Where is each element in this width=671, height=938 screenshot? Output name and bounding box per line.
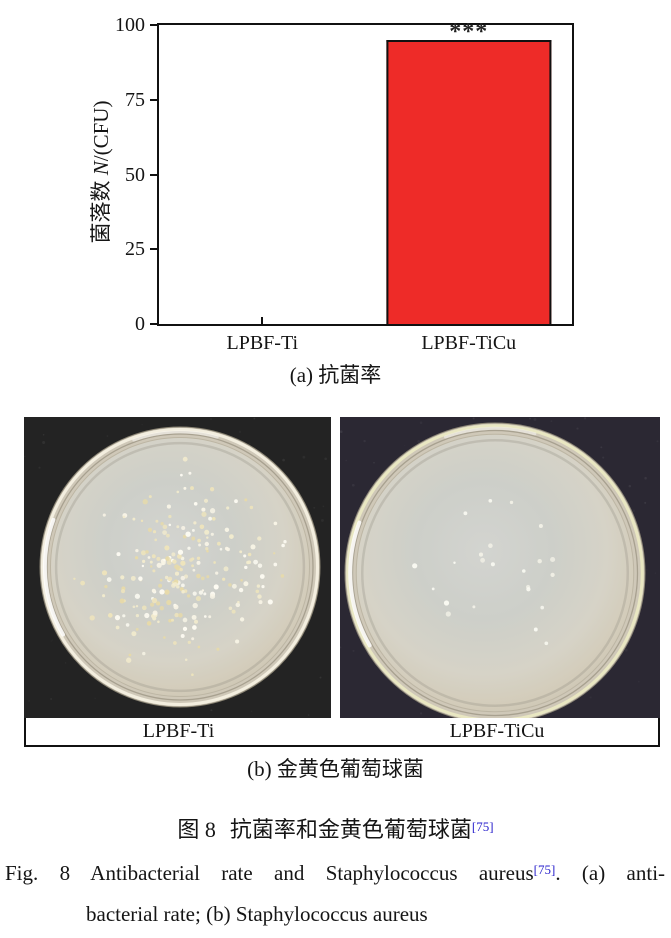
figure-caption-en-tail: . (a) anti- (555, 861, 666, 885)
figure-caption-en-line1: Fig. 8 Antibacterial rate and Staphyloco… (5, 861, 665, 886)
petri-dish-lpbf-ticu (340, 417, 660, 718)
reference-superscript-zh[interactable]: [75] (471, 819, 494, 834)
dish (344, 422, 646, 718)
y-tick (150, 173, 158, 176)
y-tick-label: 75 (125, 88, 145, 111)
figure-caption-en-line2: bacterial rate; (b) Staphylococcus aureu… (86, 902, 428, 926)
colonies (412, 498, 556, 646)
colonies (73, 456, 287, 677)
dish-label-lpbf-ticu: LPBF-TiCu (449, 720, 545, 742)
figure-caption-zh-title: 抗菌率和金黄色葡萄球菌 (229, 817, 472, 842)
x-category-label-lpbf-ticu: LPBF-TiCu (421, 332, 517, 354)
plot-area: 0 25 50 75 100 LPBF-Ti LPBF-TiCu *** (115, 15, 574, 354)
petri-photo-block: LPBF-Ti LPBF-TiCu (24, 417, 660, 747)
y-tick (150, 323, 158, 325)
y-axis-label-zh: 菌落数 (89, 175, 113, 244)
y-tick-label: 25 (125, 238, 145, 261)
figure-caption-zh: 图 8 抗菌率和金黄色葡萄球菌[75] (0, 812, 671, 844)
y-tick (150, 98, 158, 101)
y-tick-label: 0 (135, 313, 145, 335)
photo-label-strip: LPBF-Ti LPBF-TiCu (24, 718, 660, 747)
panel-a-caption: (a) 抗菌率 (289, 363, 382, 387)
bar-lpbf-ticu (386, 39, 552, 324)
figure-caption-en-title: Antibacterial rate and Staphylococcus au… (90, 861, 534, 885)
figure-caption-en-number: Fig. 8 (5, 861, 71, 885)
figure-caption-zh-number: 图 8 (177, 817, 216, 842)
y-tick-label: 50 (125, 163, 145, 186)
petri-dish-lpbf-ti (24, 417, 331, 718)
y-tick (150, 248, 158, 251)
petri-photo-lpbf-ticu (340, 417, 660, 718)
reference-superscript-en[interactable]: [75] (533, 862, 556, 877)
x-category-label-lpbf-ti: LPBF-Ti (226, 332, 299, 354)
y-tick (150, 24, 158, 26)
panel-b-caption: (b) 金黄色葡萄球菌 (247, 757, 424, 781)
y-tick-label: 100 (115, 14, 145, 36)
dish-label-lpbf-ti: LPBF-Ti (142, 720, 215, 742)
x-tick (261, 317, 264, 324)
significance-stars: *** (449, 18, 489, 45)
petri-photo-lpbf-ti (24, 417, 331, 718)
